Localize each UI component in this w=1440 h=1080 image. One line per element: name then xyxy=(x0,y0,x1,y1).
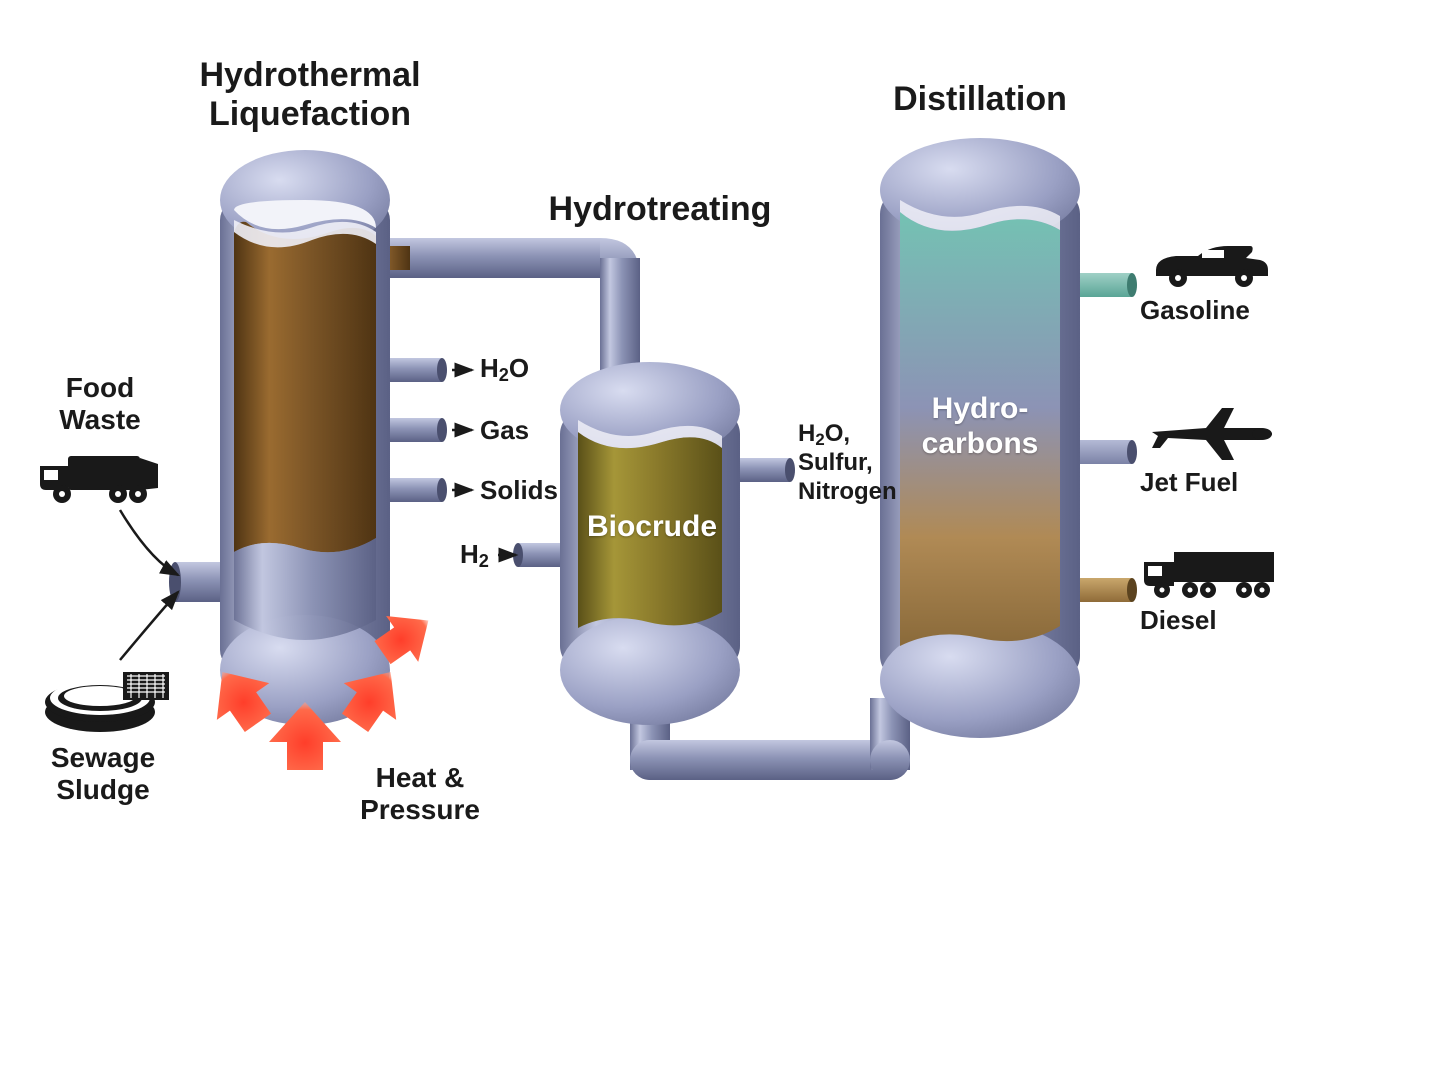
title-htl: HydrothermalLiquefaction xyxy=(170,56,450,134)
label-htl-out-gas: Gas xyxy=(480,416,570,446)
label-sewage: SewageSludge xyxy=(28,742,178,806)
label-gasoline: Gasoline xyxy=(1140,296,1290,326)
semi-icon xyxy=(1144,552,1274,598)
label-heat-pressure: Heat &Pressure xyxy=(330,762,510,826)
plane-icon xyxy=(1152,408,1272,460)
truck-icon xyxy=(40,456,158,503)
htl-vessel xyxy=(220,150,390,725)
label-food-waste: FoodWaste xyxy=(35,372,165,436)
label-htl-out-h2o: H2O xyxy=(480,354,570,384)
label-h2-in: H2 xyxy=(460,540,510,570)
title-distill: Distillation xyxy=(870,80,1090,119)
vessel-label-hydrocarbons: Hydro-carbons xyxy=(895,392,1065,461)
dist-product-pipes xyxy=(1072,273,1137,602)
htl-side-pipes xyxy=(382,358,447,502)
label-htl-out-solids: Solids xyxy=(480,476,590,506)
label-jet: Jet Fuel xyxy=(1140,468,1290,498)
hydro-h2-inlet xyxy=(513,543,568,567)
diagram-stage: HydrothermalLiquefaction Hydrotreating D… xyxy=(0,0,1440,1080)
vessel-label-biocrude: Biocrude xyxy=(572,510,732,545)
label-diesel: Diesel xyxy=(1140,606,1290,636)
title-hydrotreat: Hydrotreating xyxy=(530,190,790,229)
car-icon xyxy=(1156,246,1268,287)
hydro-side-out xyxy=(732,458,795,482)
sewage-icon xyxy=(45,672,169,732)
